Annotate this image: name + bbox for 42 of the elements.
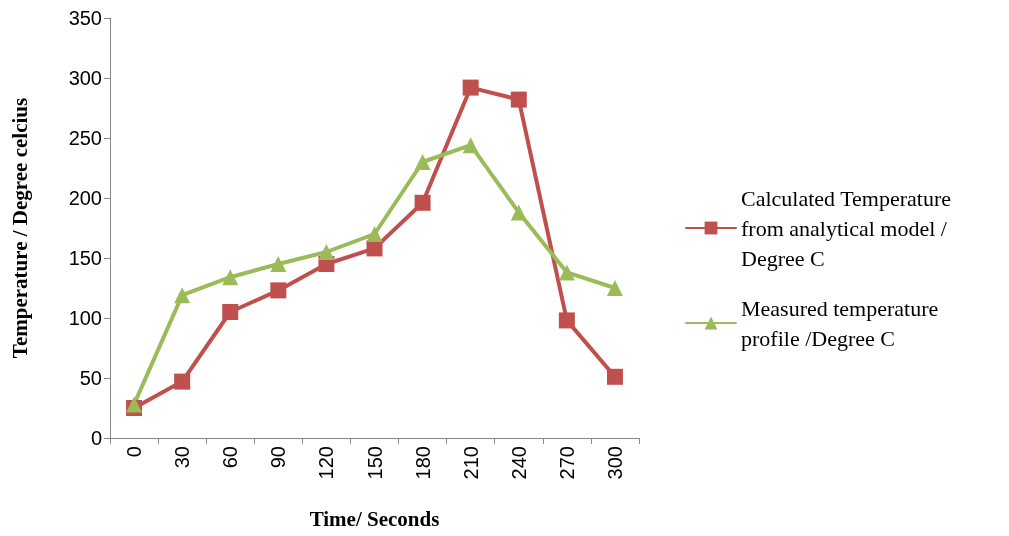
- y-tick-label: 0: [90, 427, 102, 449]
- x-tick-label: 30: [171, 446, 194, 469]
- x-tick-label: 300: [603, 446, 626, 480]
- point: [462, 79, 479, 96]
- legend-label: Measured temperature profile /Degree C: [741, 295, 944, 351]
- point: [510, 91, 527, 108]
- point: [414, 154, 431, 170]
- x-tick-label: 180: [411, 446, 434, 480]
- y-tick-label: 200: [68, 187, 102, 209]
- y-tick-label: 250: [68, 127, 102, 149]
- point: [126, 396, 143, 413]
- point: [606, 368, 623, 385]
- point: [558, 312, 575, 329]
- point: [222, 304, 239, 320]
- point: [606, 280, 623, 296]
- point: [222, 269, 239, 286]
- point: [462, 137, 479, 154]
- x-tick-label: 120: [315, 446, 338, 480]
- x-tick-label: 90: [267, 446, 290, 469]
- point: [174, 287, 191, 304]
- point: [270, 282, 287, 299]
- x-tick-label: 150: [363, 446, 386, 480]
- point: [174, 373, 191, 390]
- x-tick-label: 270: [555, 446, 578, 480]
- point: [414, 194, 431, 211]
- x-tick-label: 240: [507, 446, 530, 480]
- point: [510, 204, 527, 221]
- point: [366, 226, 383, 242]
- y-tick-label: 350: [68, 7, 102, 29]
- x-tick-label: 60: [219, 446, 242, 469]
- y-axis-title: Temperature / Degree celcius: [7, 97, 32, 359]
- y-tick-label: 300: [68, 67, 102, 89]
- x-tick-label: 210: [459, 446, 482, 480]
- y-tick-label: 150: [68, 247, 102, 269]
- point: [270, 256, 287, 272]
- y-tick-label: 100: [68, 307, 102, 329]
- point: [558, 264, 575, 281]
- y-tick-label: 50: [79, 367, 102, 389]
- x-axis-title: Time/ Seconds: [309, 506, 440, 531]
- legend-label: Calculated Temperature from analytical model /Degree C: [741, 185, 957, 271]
- point: [318, 244, 335, 260]
- x-tick-label: 0: [123, 446, 146, 458]
